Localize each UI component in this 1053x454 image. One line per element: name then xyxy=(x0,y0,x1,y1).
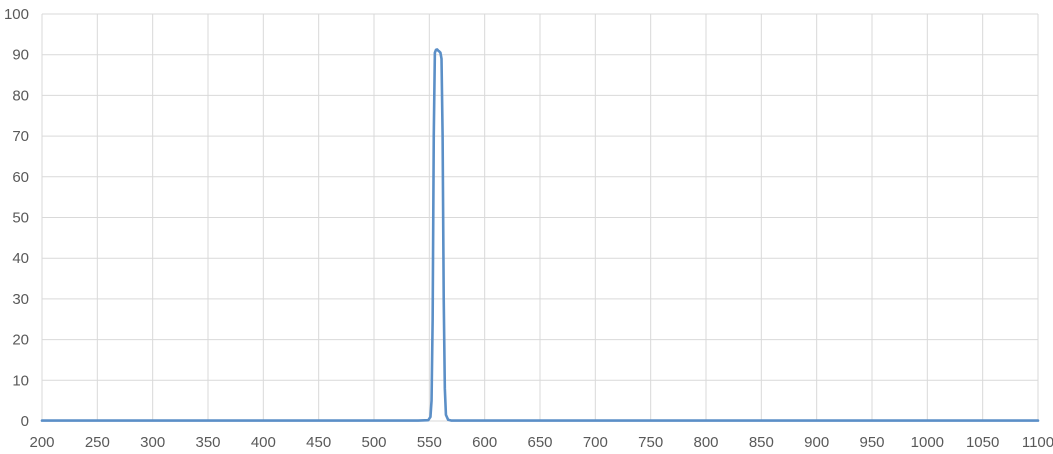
y-tick-label: 60 xyxy=(12,169,29,186)
y-tick-label: 80 xyxy=(12,87,29,104)
y-tick-label: 40 xyxy=(12,250,29,267)
x-tick-label: 750 xyxy=(638,434,663,451)
x-tick-label: 600 xyxy=(472,434,497,451)
x-tick-label: 200 xyxy=(29,434,54,451)
y-tick-label: 20 xyxy=(12,332,29,349)
series-layer xyxy=(40,48,1040,422)
x-axis-tick-labels: 200 250 300 350 400 450 500 550 600 650 700 750 800 8… xyxy=(29,434,1053,451)
x-tick-label: 350 xyxy=(195,434,220,451)
y-tick-label: 10 xyxy=(12,372,29,389)
y-tick-label: 100 xyxy=(4,6,29,23)
series-line xyxy=(40,48,1040,422)
horizontal-gridlines xyxy=(42,13,1038,422)
x-tick-label: 1000 xyxy=(911,434,944,451)
x-tick-label: 500 xyxy=(361,434,386,451)
x-tick-label: 800 xyxy=(693,434,718,451)
y-tick-label: 0 xyxy=(21,413,29,430)
x-tick-label: 400 xyxy=(251,434,276,451)
x-tick-label: 700 xyxy=(583,434,608,451)
x-tick-label: 850 xyxy=(749,434,774,451)
x-tick-label: 300 xyxy=(140,434,165,451)
x-tick-label: 650 xyxy=(527,434,552,451)
x-tick-label: 450 xyxy=(306,434,331,451)
y-tick-label: 90 xyxy=(12,47,29,64)
y-tick-label: 50 xyxy=(12,210,29,227)
x-tick-label: 1050 xyxy=(966,434,999,451)
x-tick-label: 1100 xyxy=(1022,434,1053,451)
x-tick-label: 900 xyxy=(804,434,829,451)
x-tick-label: 250 xyxy=(85,434,110,451)
y-axis-tick-labels: 0 10 20 30 40 50 60 70 80 90 100 xyxy=(4,6,29,430)
x-tick-label: 550 xyxy=(417,434,442,451)
y-tick-label: 70 xyxy=(12,128,29,145)
x-tick-label: 950 xyxy=(859,434,884,451)
y-tick-label: 30 xyxy=(12,291,29,308)
